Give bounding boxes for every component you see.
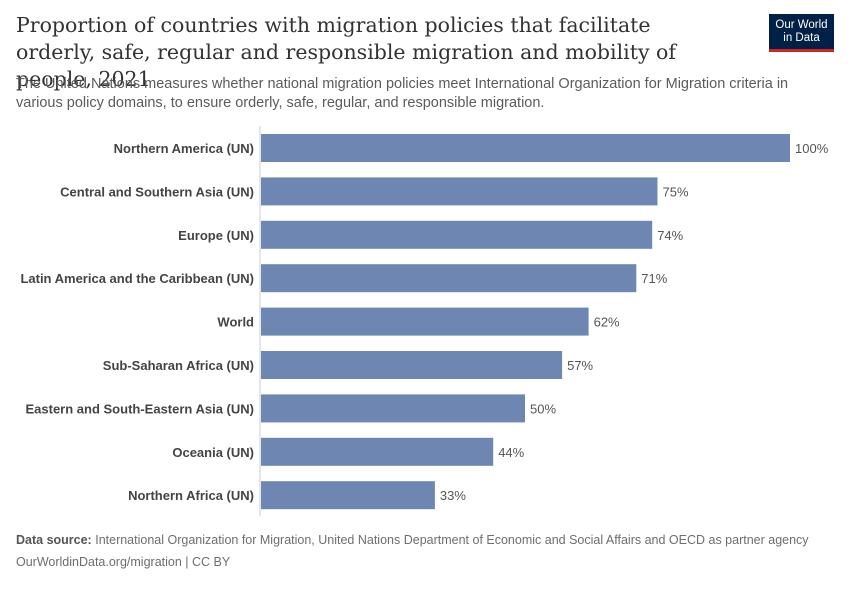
bar[interactable] xyxy=(261,307,589,336)
value-label: 74% xyxy=(657,228,683,243)
bar[interactable] xyxy=(261,177,658,206)
value-label: 75% xyxy=(663,184,689,199)
source-url[interactable]: OurWorldinData.org/migration | CC BY xyxy=(16,555,231,569)
category-label: Northern Africa (UN) xyxy=(128,488,254,503)
value-label: 44% xyxy=(498,445,524,460)
data-source: Data source: International Organization … xyxy=(16,532,816,548)
category-label: Europe (UN) xyxy=(178,228,254,243)
chart-footer: Data source: International Organization … xyxy=(16,532,816,570)
bar-chart: Northern America (UN) 100% Central and Sou… xyxy=(20,126,829,516)
bar[interactable] xyxy=(261,220,653,249)
logo-line-2: in Data xyxy=(783,31,820,44)
category-label: Eastern and South-Eastern Asia (UN) xyxy=(25,401,254,416)
category-label: Oceania (UN) xyxy=(172,445,254,460)
data-source-text: International Organization for Migration… xyxy=(95,533,809,547)
category-label: World xyxy=(217,315,254,330)
data-source-label: Data source: xyxy=(16,533,92,547)
bar[interactable] xyxy=(261,134,790,162)
value-label: 50% xyxy=(530,401,556,416)
category-label: Central and Southern Asia (UN) xyxy=(60,184,254,199)
category-label: Latin America and the Caribbean (UN) xyxy=(20,271,254,286)
chart-title: Proportion of countries with migration p… xyxy=(16,13,676,91)
value-label: 71% xyxy=(641,271,667,286)
value-label: 62% xyxy=(594,315,620,330)
owid-logo[interactable]: Our World in Data xyxy=(769,14,834,52)
chart-subtitle: The United Nations measures whether nati… xyxy=(16,76,789,111)
logo-line-1: Our World xyxy=(775,18,828,31)
value-label: 33% xyxy=(440,488,466,503)
category-label: Sub-Saharan Africa (UN) xyxy=(103,358,254,373)
bar[interactable] xyxy=(261,437,494,466)
bar[interactable] xyxy=(261,264,637,293)
bar[interactable] xyxy=(261,394,525,423)
category-label: Northern America (UN) xyxy=(114,141,254,156)
bar[interactable] xyxy=(261,351,563,379)
bar[interactable] xyxy=(261,481,435,510)
value-label: 100% xyxy=(795,141,829,156)
value-label: 57% xyxy=(567,358,593,373)
